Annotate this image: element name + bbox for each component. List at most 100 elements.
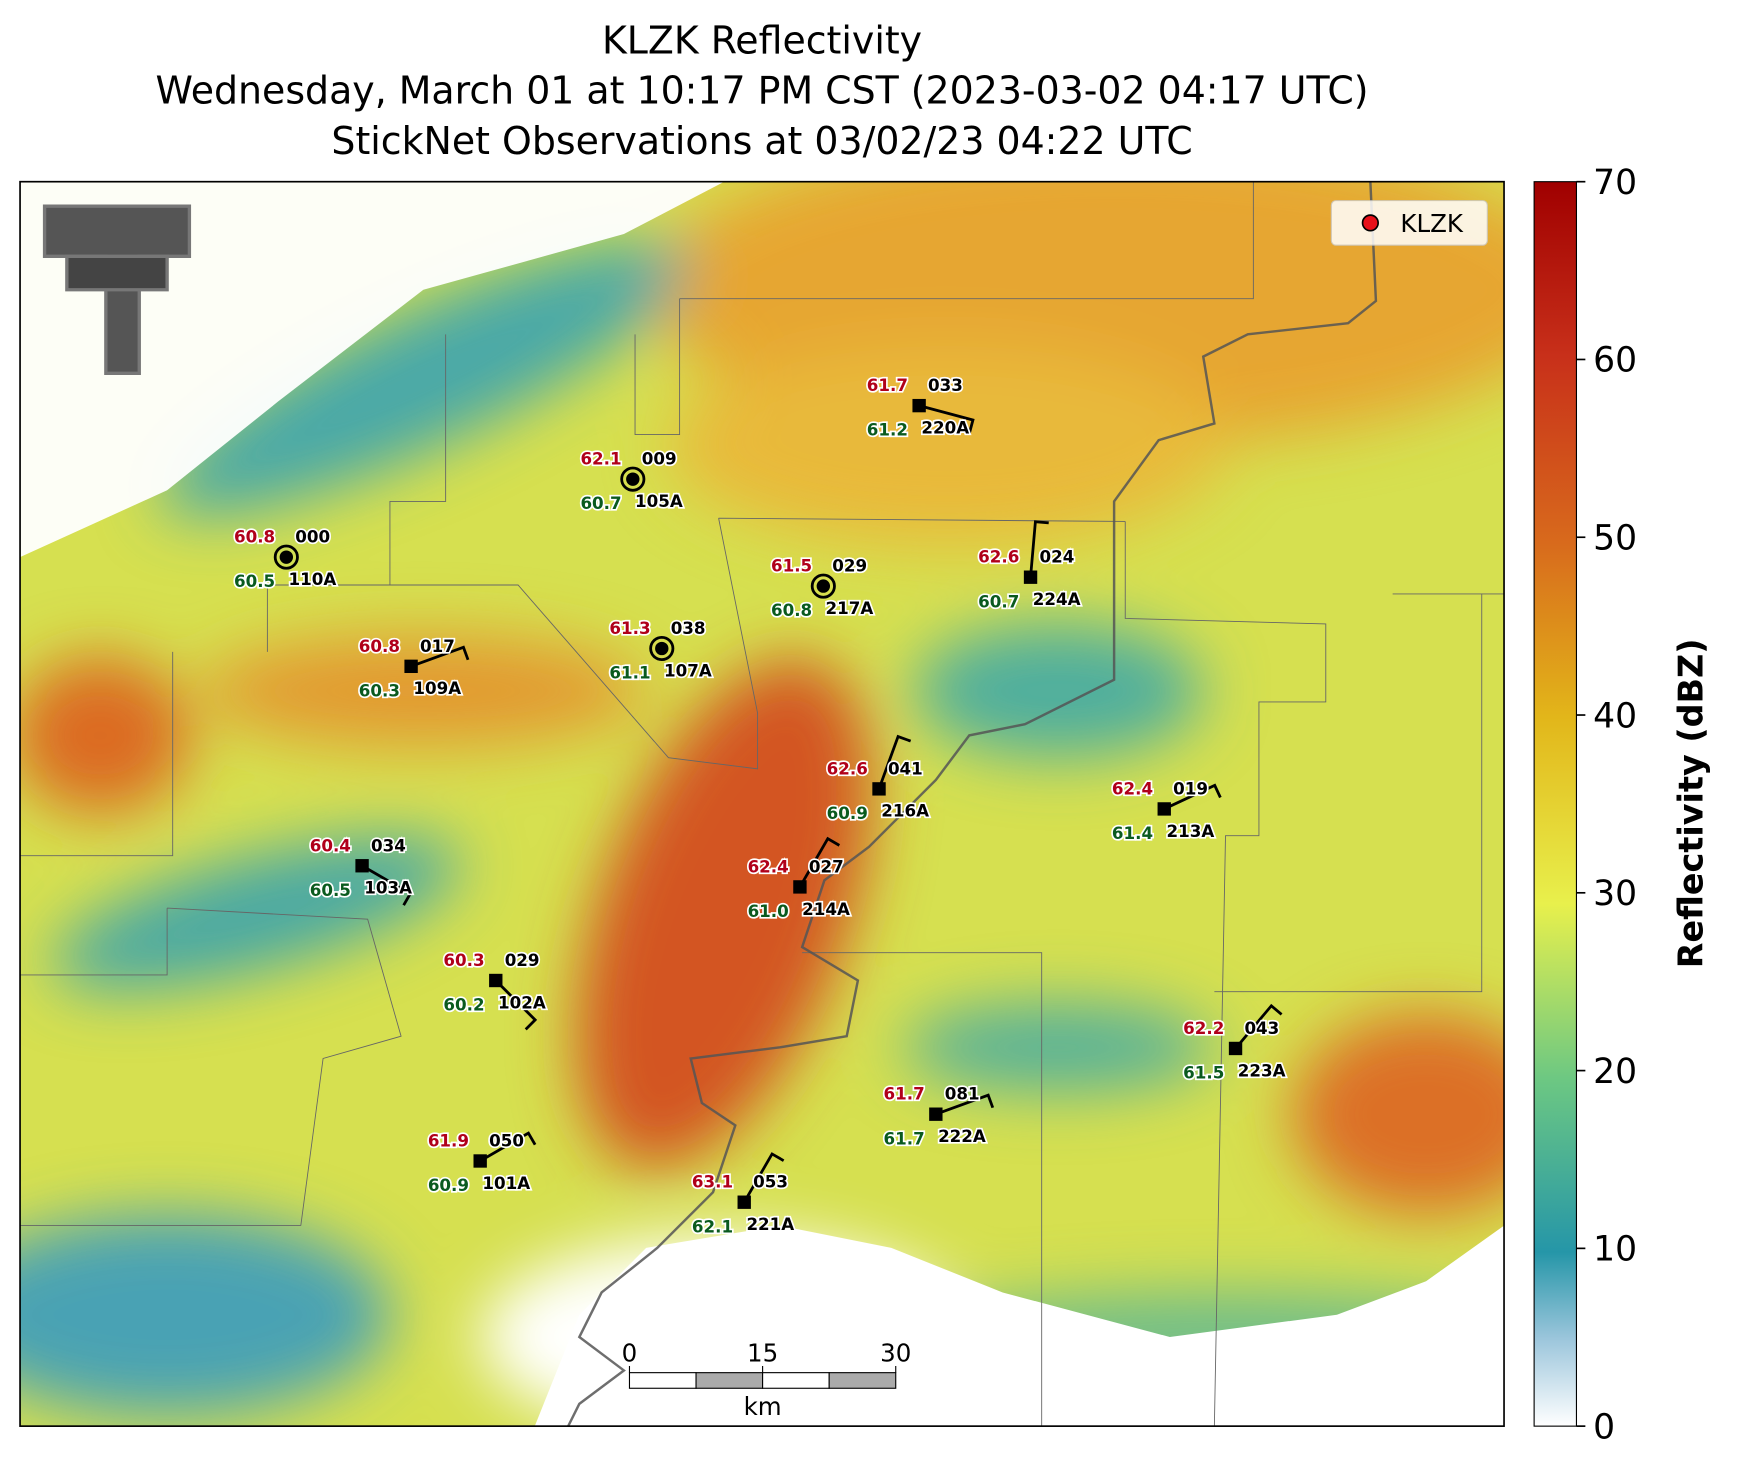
temperature: 60.8	[234, 527, 275, 547]
dewpoint: 60.7	[978, 591, 1019, 611]
station-marker	[655, 641, 669, 656]
scale-segment	[762, 1372, 830, 1389]
dewpoint: 60.8	[771, 600, 812, 620]
colorbar-tick-label: 10	[1593, 1230, 1637, 1270]
wind-barb	[1029, 520, 1049, 578]
station-id: 109A	[413, 678, 461, 698]
temperature: 63.1	[692, 1172, 733, 1192]
scale-segment	[828, 1372, 897, 1389]
station-marker	[793, 880, 807, 894]
dewpoint: 61.5	[1183, 1063, 1224, 1083]
temperature: 61.3	[609, 618, 650, 638]
colorbar-tick-label: 60	[1593, 341, 1637, 381]
station-id: 214A	[802, 899, 850, 919]
stations: 60.8 000 60.5 110A 62.1 009 60.7 105A 61.7 033 61.…	[232, 373, 1287, 1237]
station-marker	[929, 1107, 943, 1121]
temperature: 60.4	[310, 835, 351, 855]
dewpoint: 60.5	[234, 571, 275, 591]
wind-barb	[935, 1093, 995, 1116]
temperature: 62.4	[1112, 778, 1153, 798]
temperature: 62.1	[580, 449, 621, 469]
dewpoint: 62.1	[692, 1216, 733, 1236]
colorbar-tick-label: 70	[1593, 163, 1637, 203]
station-id: 110A	[289, 569, 337, 589]
dewpoint: 61.7	[883, 1128, 924, 1148]
wind-direction: 019	[1173, 778, 1208, 798]
wind-direction: 027	[809, 856, 844, 876]
colorbar-tick-label: 40	[1593, 696, 1637, 736]
station-marker	[872, 782, 886, 796]
calm-marker	[649, 635, 675, 662]
scale-unit: km	[744, 1392, 782, 1421]
dewpoint: 60.3	[359, 680, 400, 700]
wind-barb	[1163, 783, 1222, 811]
station-id: 223A	[1238, 1060, 1286, 1080]
temperature: 60.3	[443, 950, 484, 970]
title-line: Wednesday, March 01 at 10:17 PM CST (202…	[156, 69, 1369, 113]
temperature: 60.8	[359, 636, 400, 656]
wind-barb	[410, 645, 470, 668]
scale-segment	[628, 1372, 697, 1389]
wind-barb	[743, 1152, 785, 1203]
dewpoint: 60.7	[580, 493, 621, 513]
radar-field	[20, 181, 1505, 1427]
wind-direction: 043	[1244, 1018, 1279, 1038]
colorbar-tick-label: 20	[1593, 1052, 1637, 1092]
calm-marker	[810, 573, 836, 599]
scale-tick-label: 30	[880, 1339, 911, 1368]
temperature: 61.9	[428, 1131, 469, 1151]
river	[567, 181, 1378, 1427]
temperature: 61.5	[771, 556, 812, 576]
calm-marker	[620, 466, 646, 492]
colorbar-tick-label: 50	[1593, 519, 1637, 559]
wind-barb	[1234, 1003, 1283, 1050]
wind-direction: 034	[371, 835, 406, 855]
legend: KLZK	[1330, 200, 1488, 246]
station-id: 213A	[1166, 821, 1214, 841]
wind-direction: 029	[832, 556, 867, 576]
legend-marker	[1361, 214, 1379, 232]
title-line: StickNet Observations at 03/02/23 04:22 …	[331, 119, 1192, 163]
colorbar-tick-label: 0	[1593, 1407, 1615, 1447]
station-id: 216A	[881, 801, 929, 821]
title-line: KLZK Reflectivity	[602, 19, 922, 63]
dewpoint: 61.4	[1112, 823, 1153, 843]
station-marker	[737, 1195, 751, 1209]
station-marker	[404, 659, 418, 674]
station-id: 224A	[1033, 589, 1081, 609]
station-marker	[1023, 570, 1038, 584]
dewpoint: 60.5	[310, 880, 351, 900]
logo	[42, 204, 192, 375]
station-marker	[626, 472, 640, 486]
wind-direction: 009	[642, 449, 677, 469]
dewpoint: 61.2	[867, 420, 908, 440]
temperature: 62.4	[748, 856, 789, 876]
wind-barb	[494, 979, 538, 1031]
station-marker	[473, 1154, 487, 1168]
title: KLZK Reflectivity Wednesday, March 01 at …	[156, 19, 1369, 163]
dewpoint: 60.2	[443, 995, 484, 1015]
station-marker	[279, 550, 294, 564]
station-marker	[1157, 802, 1171, 816]
colorbar-ticks: 0 10 20 30 40 50 60 70	[1576, 163, 1637, 1447]
station-id: 103A	[364, 878, 412, 898]
wind-direction: 024	[1039, 547, 1074, 567]
wind-direction: 053	[753, 1172, 788, 1192]
temperature: 62.2	[1183, 1018, 1224, 1038]
station-id: 221A	[746, 1214, 794, 1234]
station-marker	[489, 973, 503, 988]
temperature: 61.7	[883, 1084, 924, 1104]
scale-tick-label: 15	[747, 1339, 778, 1368]
station-marker	[912, 398, 926, 413]
colorbar	[1533, 181, 1578, 1427]
station-id: 105A	[635, 491, 683, 511]
scale-bar: 0 15 30 km	[622, 1339, 912, 1421]
station-id: 102A	[498, 992, 546, 1012]
dewpoint: 61.0	[748, 901, 789, 921]
wind-direction: 029	[505, 950, 540, 970]
dewpoint: 60.9	[827, 803, 868, 823]
temperature: 62.6	[978, 547, 1019, 567]
station-id: 220A	[921, 417, 969, 437]
